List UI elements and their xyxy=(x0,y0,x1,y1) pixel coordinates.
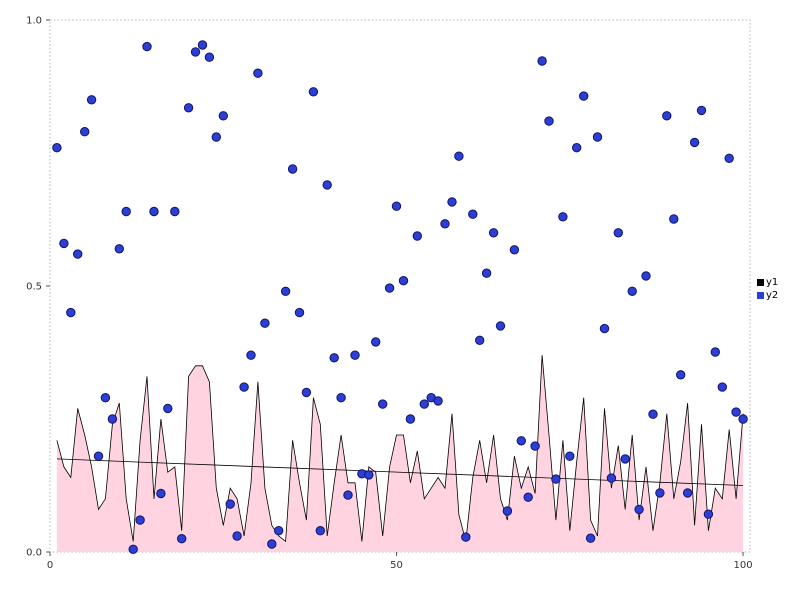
svg-text:0.5: 0.5 xyxy=(26,282,42,293)
legend-item-y1: y1 xyxy=(757,277,778,288)
legend-swatch-y2 xyxy=(757,292,764,299)
legend: y1 y2 xyxy=(757,277,778,301)
legend-label-y1: y1 xyxy=(766,277,779,288)
svg-text:100: 100 xyxy=(734,560,753,571)
legend-label-y2: y2 xyxy=(766,290,779,301)
svg-text:0.0: 0.0 xyxy=(26,548,42,559)
svg-text:1.0: 1.0 xyxy=(26,16,42,27)
svg-text:0: 0 xyxy=(47,560,53,571)
svg-text:50: 50 xyxy=(390,560,403,571)
legend-swatch-y1 xyxy=(757,279,764,286)
legend-item-y2: y2 xyxy=(757,290,778,301)
